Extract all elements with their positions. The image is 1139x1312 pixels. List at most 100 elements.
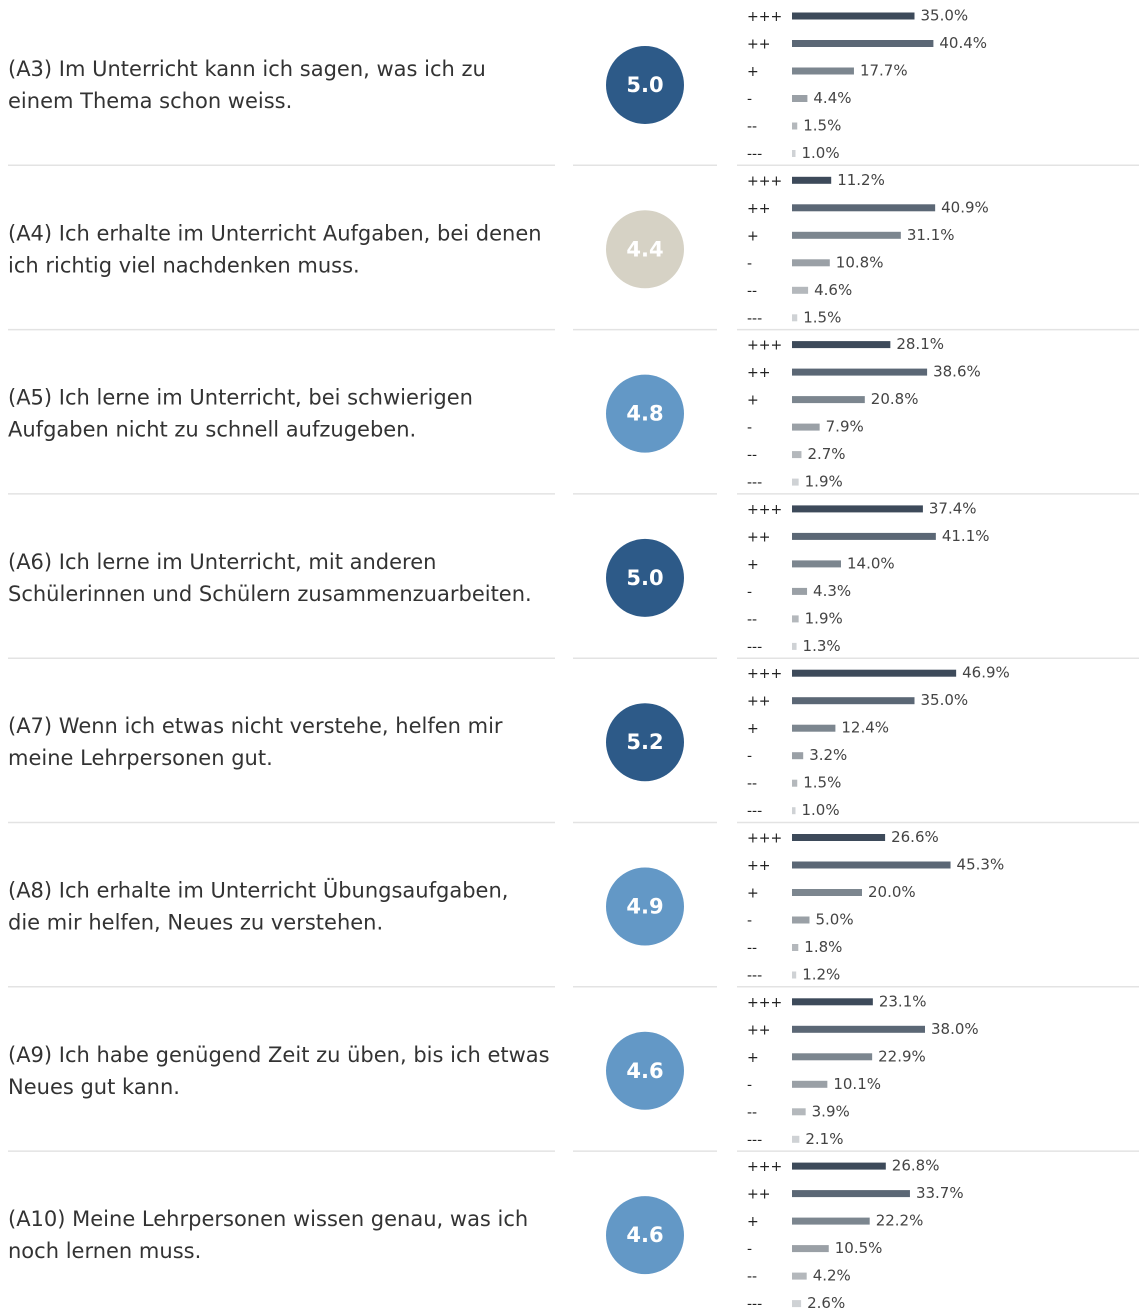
value-label: 11.2% bbox=[837, 171, 885, 189]
category-label: + bbox=[747, 64, 759, 80]
bar bbox=[792, 752, 804, 760]
bar bbox=[792, 231, 901, 239]
category-label: +++ bbox=[747, 1159, 782, 1175]
value-label: 3.2% bbox=[809, 746, 847, 764]
value-label: 1.0% bbox=[802, 144, 840, 162]
question-text: (A7) Wenn ich etwas nicht verstehe, helf… bbox=[8, 714, 503, 738]
category-label: -- bbox=[747, 119, 757, 135]
bar bbox=[792, 615, 799, 623]
score-label: 4.8 bbox=[626, 402, 663, 426]
value-label: 1.5% bbox=[803, 117, 841, 135]
bar bbox=[792, 916, 810, 924]
question-text: Aufgaben nicht zu schnell aufzugeben. bbox=[8, 418, 416, 442]
question-text: die mir helfen, Neues zu verstehen. bbox=[8, 911, 383, 935]
bar bbox=[792, 423, 820, 431]
question-text: (A4) Ich erhalte im Unterricht Aufgaben,… bbox=[8, 221, 542, 245]
bar bbox=[792, 396, 865, 404]
bar bbox=[792, 1162, 886, 1170]
bar bbox=[792, 697, 915, 705]
category-label: + bbox=[747, 886, 759, 902]
value-label: 7.9% bbox=[826, 418, 864, 436]
category-label: ++ bbox=[747, 529, 770, 545]
category-label: ++ bbox=[747, 365, 770, 381]
value-label: 40.4% bbox=[939, 34, 987, 52]
bar bbox=[792, 724, 836, 732]
question-text: ich richtig viel nachdenken muss. bbox=[8, 253, 360, 277]
value-label: 22.2% bbox=[876, 1212, 924, 1230]
value-label: 1.8% bbox=[804, 938, 842, 956]
question-text: Schülerinnen und Schülern zusammenzuarbe… bbox=[8, 582, 532, 606]
score-circle bbox=[606, 374, 684, 453]
category-label: --- bbox=[747, 1132, 762, 1148]
bar bbox=[792, 95, 808, 102]
category-label: -- bbox=[747, 1269, 757, 1285]
question-text: (A5) Ich lerne im Unterricht, bei schwie… bbox=[8, 386, 473, 410]
value-label: 45.3% bbox=[957, 856, 1005, 874]
category-label: - bbox=[747, 913, 752, 929]
bar bbox=[792, 286, 809, 294]
value-label: 4.3% bbox=[813, 582, 851, 600]
bar bbox=[792, 779, 798, 787]
category-label: +++ bbox=[747, 831, 782, 847]
question-text: (A8) Ich erhalte im Unterricht Übungsauf… bbox=[8, 878, 508, 903]
bar bbox=[792, 478, 799, 486]
question-text: (A10) Meine Lehrpersonen wissen genau, w… bbox=[8, 1207, 528, 1231]
score-circle bbox=[606, 867, 684, 946]
category-label: -- bbox=[747, 448, 757, 464]
score-circle bbox=[606, 1196, 684, 1275]
category-label: --- bbox=[747, 968, 762, 984]
bar bbox=[792, 889, 862, 896]
value-label: 38.0% bbox=[931, 1020, 979, 1038]
category-label: +++ bbox=[747, 9, 782, 25]
bar bbox=[792, 532, 936, 540]
bar bbox=[792, 998, 873, 1006]
value-label: 1.9% bbox=[805, 609, 843, 627]
value-label: 1.3% bbox=[803, 637, 841, 655]
bar bbox=[792, 1108, 806, 1116]
value-label: 1.9% bbox=[805, 473, 843, 491]
value-label: 2.1% bbox=[805, 1130, 843, 1148]
bar bbox=[792, 944, 799, 951]
score-circle bbox=[606, 210, 684, 289]
bar bbox=[792, 122, 798, 130]
bar bbox=[792, 1190, 910, 1198]
category-label: --- bbox=[747, 804, 762, 820]
category-label: ++ bbox=[747, 1022, 770, 1038]
category-label: +++ bbox=[747, 173, 782, 189]
value-label: 35.0% bbox=[921, 691, 969, 709]
category-label: - bbox=[747, 1077, 752, 1093]
value-label: 26.6% bbox=[891, 828, 939, 846]
category-label: ++ bbox=[747, 37, 770, 53]
category-label: --- bbox=[747, 1297, 762, 1312]
category-label: + bbox=[747, 721, 759, 737]
bar bbox=[792, 204, 936, 212]
score-circle bbox=[606, 703, 684, 782]
category-label: -- bbox=[747, 283, 757, 299]
bar bbox=[792, 834, 886, 841]
bar bbox=[792, 176, 832, 184]
bar bbox=[792, 971, 797, 979]
value-label: 28.1% bbox=[896, 335, 944, 353]
category-label: +++ bbox=[747, 338, 782, 354]
value-label: 17.7% bbox=[860, 62, 908, 80]
value-label: 37.4% bbox=[929, 499, 977, 517]
bar bbox=[792, 505, 923, 513]
value-label: 10.1% bbox=[833, 1075, 881, 1093]
bar bbox=[792, 642, 797, 650]
value-label: 1.0% bbox=[802, 801, 840, 819]
bar bbox=[792, 259, 830, 267]
category-label: -- bbox=[747, 941, 757, 957]
score-label: 4.6 bbox=[626, 1223, 663, 1247]
score-label: 4.9 bbox=[626, 895, 663, 919]
value-label: 23.1% bbox=[879, 992, 927, 1010]
value-label: 35.0% bbox=[921, 7, 969, 25]
value-label: 33.7% bbox=[916, 1184, 964, 1202]
score-circle bbox=[606, 1031, 684, 1110]
question-text: Neues gut kann. bbox=[8, 1075, 180, 1099]
category-label: -- bbox=[747, 776, 757, 792]
value-label: 40.9% bbox=[941, 198, 989, 216]
value-label: 20.8% bbox=[871, 390, 919, 408]
category-label: + bbox=[747, 557, 759, 573]
category-label: +++ bbox=[747, 502, 782, 518]
